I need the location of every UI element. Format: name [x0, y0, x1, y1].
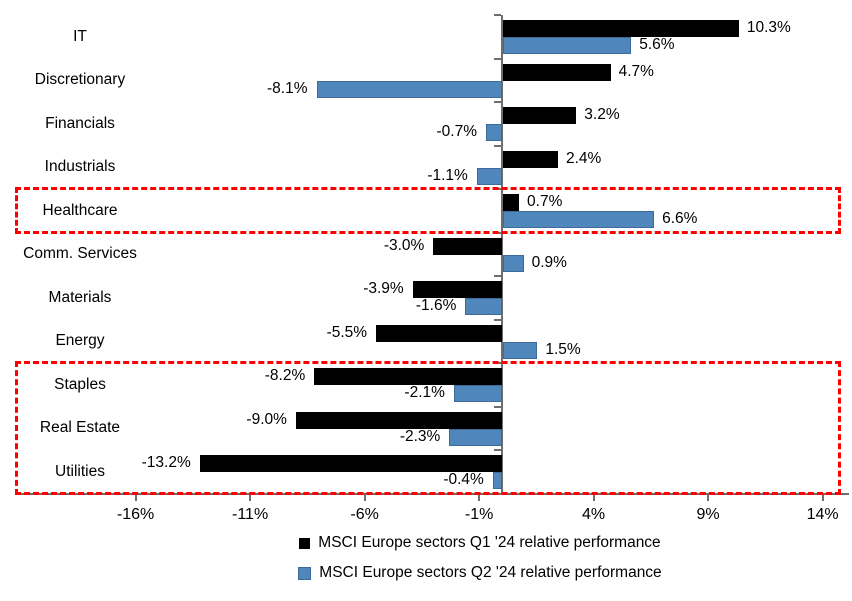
category-tick — [494, 231, 501, 234]
value-label: -1.1% — [427, 166, 468, 184]
category-tick — [494, 101, 501, 103]
q1-bar — [295, 411, 502, 429]
category-label: Real Estate — [39, 419, 121, 437]
x-axis-tick — [249, 494, 252, 501]
category-label: Comm. Services — [23, 245, 137, 263]
category-label: Financials — [45, 114, 115, 132]
q1-bar — [412, 281, 502, 298]
value-label: -8.1% — [267, 79, 308, 97]
category-label: Materials — [48, 288, 112, 306]
category-label: Discretionary — [34, 71, 126, 89]
x-tick-label: 14% — [806, 505, 839, 523]
q1-bar — [503, 194, 520, 211]
zero-axis-line — [501, 15, 503, 494]
legend-item-q2: MSCI Europe sectors Q2 '24 relative perf… — [298, 558, 662, 588]
value-label: -2.1% — [404, 384, 445, 401]
x-tick-label: -6% — [350, 505, 379, 523]
q2-bar — [316, 80, 502, 98]
q1-series-swatch — [299, 537, 311, 549]
x-tick-label: -16% — [116, 505, 155, 523]
value-label: -3.9% — [363, 280, 404, 297]
category-label: IT — [73, 27, 87, 45]
q2-bar — [503, 341, 538, 359]
x-axis-tick — [592, 494, 595, 501]
value-label: 5.6% — [639, 36, 675, 53]
x-tick-label: 4% — [582, 505, 606, 523]
q1-bar — [503, 150, 558, 168]
q1-bar — [503, 20, 739, 37]
category-tick — [494, 449, 501, 451]
value-label: -0.7% — [436, 123, 477, 140]
value-label: 1.5% — [545, 340, 581, 358]
q2-series-swatch — [298, 566, 312, 580]
value-label: 10.3% — [746, 19, 791, 36]
value-label: -2.3% — [399, 427, 441, 445]
value-label: 4.7% — [618, 62, 654, 80]
value-label: -5.5% — [326, 323, 368, 341]
value-label: -8.2% — [264, 367, 306, 384]
category-label: Healthcare — [42, 201, 118, 219]
category-tick — [494, 14, 501, 16]
x-axis-tick — [821, 494, 824, 501]
value-label: 0.7% — [527, 193, 563, 210]
legend-item-q1: MSCI Europe sectors Q1 '24 relative perf… — [299, 528, 661, 558]
q2-bar — [453, 385, 502, 402]
value-label: 6.6% — [662, 210, 698, 227]
value-label: -0.4% — [443, 471, 484, 488]
value-label: -3.0% — [383, 236, 425, 254]
x-tick-label: 9% — [696, 505, 720, 523]
q1-bar — [503, 63, 611, 81]
q2-bar — [503, 254, 524, 272]
x-axis-tick — [478, 494, 481, 501]
x-axis-tick — [707, 494, 710, 501]
q2-series-label: MSCI Europe sectors Q2 '24 relative perf… — [319, 564, 662, 581]
q1-bar — [376, 324, 502, 342]
category-tick — [494, 318, 501, 321]
category-label: Staples — [54, 375, 106, 393]
x-axis-tick — [363, 494, 366, 501]
x-tick-label: -1% — [464, 505, 494, 523]
category-tick — [494, 405, 501, 408]
category-tick — [494, 57, 501, 60]
q2-bar — [492, 472, 502, 489]
category-tick — [494, 188, 501, 190]
q1-bar — [433, 237, 502, 255]
q1-bar — [199, 455, 502, 472]
q2-bar — [476, 167, 502, 185]
q1-bar — [503, 107, 577, 124]
q2-bar — [485, 124, 502, 141]
value-label: 2.4% — [565, 149, 602, 167]
q2-bar — [503, 211, 655, 228]
q1-series-label: MSCI Europe sectors Q1 '24 relative perf… — [318, 534, 661, 551]
category-tick — [494, 362, 501, 364]
category-label: Industrials — [44, 158, 116, 176]
category-tick — [494, 275, 501, 277]
legend: MSCI Europe sectors Q1 '24 relative perf… — [110, 528, 850, 588]
q2-bar — [503, 37, 632, 54]
q2-bar — [465, 298, 502, 315]
value-label: -9.0% — [246, 410, 287, 428]
x-tick-label: -11% — [232, 505, 269, 523]
q2-bar — [449, 428, 502, 446]
value-label: 0.9% — [531, 253, 567, 271]
x-axis-tick — [134, 494, 137, 501]
category-label: Energy — [55, 332, 105, 350]
category-tick — [494, 144, 501, 147]
value-label: -1.6% — [415, 297, 457, 314]
category-label: Utilities — [55, 462, 105, 480]
q1-bar — [314, 368, 502, 385]
value-label: 3.2% — [584, 106, 620, 123]
value-label: -13.2% — [141, 454, 191, 471]
